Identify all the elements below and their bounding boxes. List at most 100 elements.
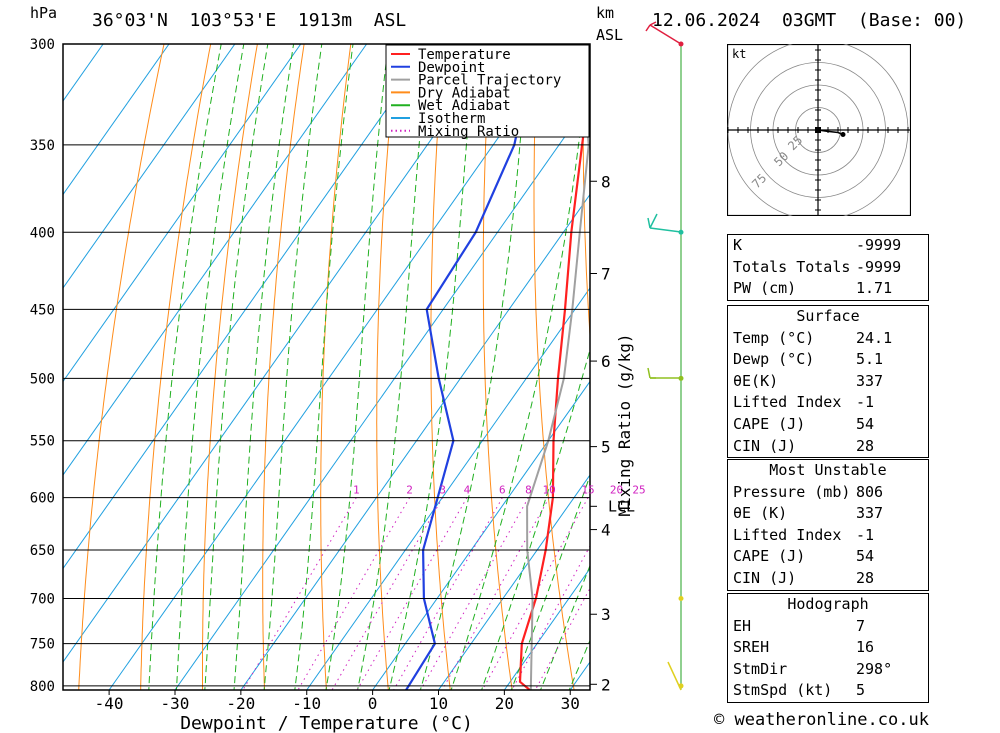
pressure-tick-label: 400: [30, 225, 55, 241]
mixing-ratio-label: 4: [464, 484, 471, 497]
most-unstable-value: 337: [856, 504, 884, 523]
surface-value: 24.1: [856, 328, 893, 347]
pressure-tick-label: 700: [30, 592, 55, 608]
pressure-tick-label: 350: [30, 138, 55, 154]
mixing-ratio-label: 6: [499, 484, 506, 497]
hodograph-stat-row: StmSpd (kt) 5: [728, 680, 928, 702]
pressure-tick-label: 450: [30, 302, 55, 318]
legend-label: Temperature: [418, 47, 511, 63]
dewpoint-profile: [404, 44, 537, 690]
index-value: 1.71: [856, 279, 893, 298]
hodograph-unit: kt: [732, 47, 746, 61]
temp-tick-label: 30: [561, 694, 580, 713]
surface-row: θE(K) 337: [728, 371, 928, 393]
legend-label: Dewpoint: [418, 60, 485, 76]
isotherm-line: [63, 44, 433, 570]
isotherm-line: [63, 44, 368, 476]
most-unstable-panel: Most Unstable Pressure (mb) 806 θE (K) 337 L…: [727, 459, 929, 591]
legend-label: Wet Adiabat: [418, 98, 511, 114]
wind-barb-flag: [647, 213, 658, 229]
dry-adiabat-line: [262, 44, 305, 690]
isotherm-line: [438, 474, 590, 690]
pressure-tick-label: 550: [30, 434, 55, 450]
most-unstable-value: 28: [856, 568, 875, 587]
isotherm-line: [63, 44, 170, 196]
temp-tick-label: -10: [292, 694, 321, 713]
pressure-tick-label: 300: [30, 37, 55, 53]
pressure-tick-label: 650: [30, 543, 55, 559]
wet-adiabat-line: [357, 44, 429, 690]
temp-tick-label: -30: [161, 694, 190, 713]
wind-level-dot: [678, 683, 684, 689]
mixing-ratio-label: 2: [406, 484, 413, 497]
wet-adiabat-line: [263, 44, 323, 690]
hodograph-stat-value: 16: [856, 638, 875, 657]
asl-label: ASL: [596, 26, 624, 44]
index-row: PW (cm) 1.71: [728, 278, 928, 300]
mixing-ratio-line: [393, 497, 503, 690]
wet-adiabat-line: [294, 44, 354, 690]
hodograph-panel: Hodograph EH 7 SREH 16 StmDir 298° StmSpd (kt)…: [727, 593, 929, 703]
plot-frame: [62, 43, 591, 691]
most-unstable-row: CAPE (J) 54: [728, 546, 928, 568]
hodograph-stat-label: SREH: [733, 638, 770, 657]
km-tick-label: 2: [601, 675, 611, 694]
index-row: K -9999: [728, 235, 928, 257]
wet-adiabat-line: [450, 44, 590, 690]
isotherm-line: [240, 193, 590, 690]
km-tick-label: 4: [601, 521, 611, 540]
surface-value: 28: [856, 436, 875, 455]
wind-level-dot: [678, 596, 684, 602]
most-unstable-row: θE (K) 337: [728, 503, 928, 525]
dry-adiabat-line: [430, 44, 451, 690]
surface-value: 54: [856, 414, 875, 433]
isotherm-line: [174, 100, 590, 690]
dry-adiabat-line: [631, 44, 698, 690]
km-tick-label: 3: [601, 605, 611, 624]
most-unstable-label: Pressure (mb): [733, 482, 851, 501]
temp-tick-label: -20: [226, 694, 255, 713]
wind-level-dot: [678, 375, 684, 381]
wind-barb-400: [649, 227, 682, 233]
mixing-ratio-label: 8: [525, 484, 532, 497]
index-value: -9999: [856, 257, 902, 276]
temp-tick-label: 10: [429, 694, 448, 713]
mixing-ratio-line: [420, 497, 529, 690]
mixing-ratio-label: 15: [581, 484, 594, 497]
wet-adiabat-line: [204, 44, 269, 690]
hodograph-origin-marker: [815, 127, 821, 133]
indices-panel: K -9999 Totals Totals -9999 PW (cm) 1.71: [727, 234, 929, 301]
dry-adiabat-line: [958, 44, 1000, 690]
wet-adiabat-line: [510, 474, 590, 690]
isotherm-line: [108, 44, 565, 690]
mixing-ratio-label: 1: [353, 484, 360, 497]
km-tick-label: 7: [601, 264, 611, 283]
surface-title: Surface: [796, 307, 860, 325]
index-row: Totals Totals -9999: [728, 257, 928, 279]
wet-adiabat-line: [148, 44, 222, 690]
pressure-tick-label: 600: [30, 491, 55, 507]
km-tick-label: 8: [601, 172, 611, 191]
km-tick-label: 6: [601, 352, 611, 371]
dry-adiabat-line: [582, 44, 590, 343]
most-unstable-label: θE (K): [733, 504, 788, 523]
pressure-tick-label: 500: [30, 371, 55, 387]
most-unstable-label: CAPE (J): [733, 547, 806, 566]
temperature-profile: [518, 75, 590, 690]
dry-adiabat-line: [140, 44, 212, 690]
hodograph-stat-label: StmSpd (kt): [733, 681, 833, 700]
isotherm-line: [503, 567, 590, 690]
hodograph-stat-value: 298°: [856, 659, 893, 678]
hodograph-stat-label: StmDir: [733, 659, 788, 678]
surface-value: 5.1: [856, 350, 884, 369]
mixing-ratio-line: [356, 497, 468, 690]
wet-adiabat-line: [419, 44, 530, 690]
legend-label: Parcel Trajectory: [418, 73, 561, 89]
surface-row: Dewp (°C) 5.1: [728, 349, 928, 371]
index-label: PW (cm): [733, 279, 797, 298]
most-unstable-title: Most Unstable: [769, 461, 887, 479]
copyright[interactable]: © weatheronline.co.uk: [714, 710, 929, 730]
pressure-unit-label: hPa: [30, 4, 58, 22]
lcl-label: LCL: [608, 497, 635, 515]
most-unstable-value: 54: [856, 547, 875, 566]
